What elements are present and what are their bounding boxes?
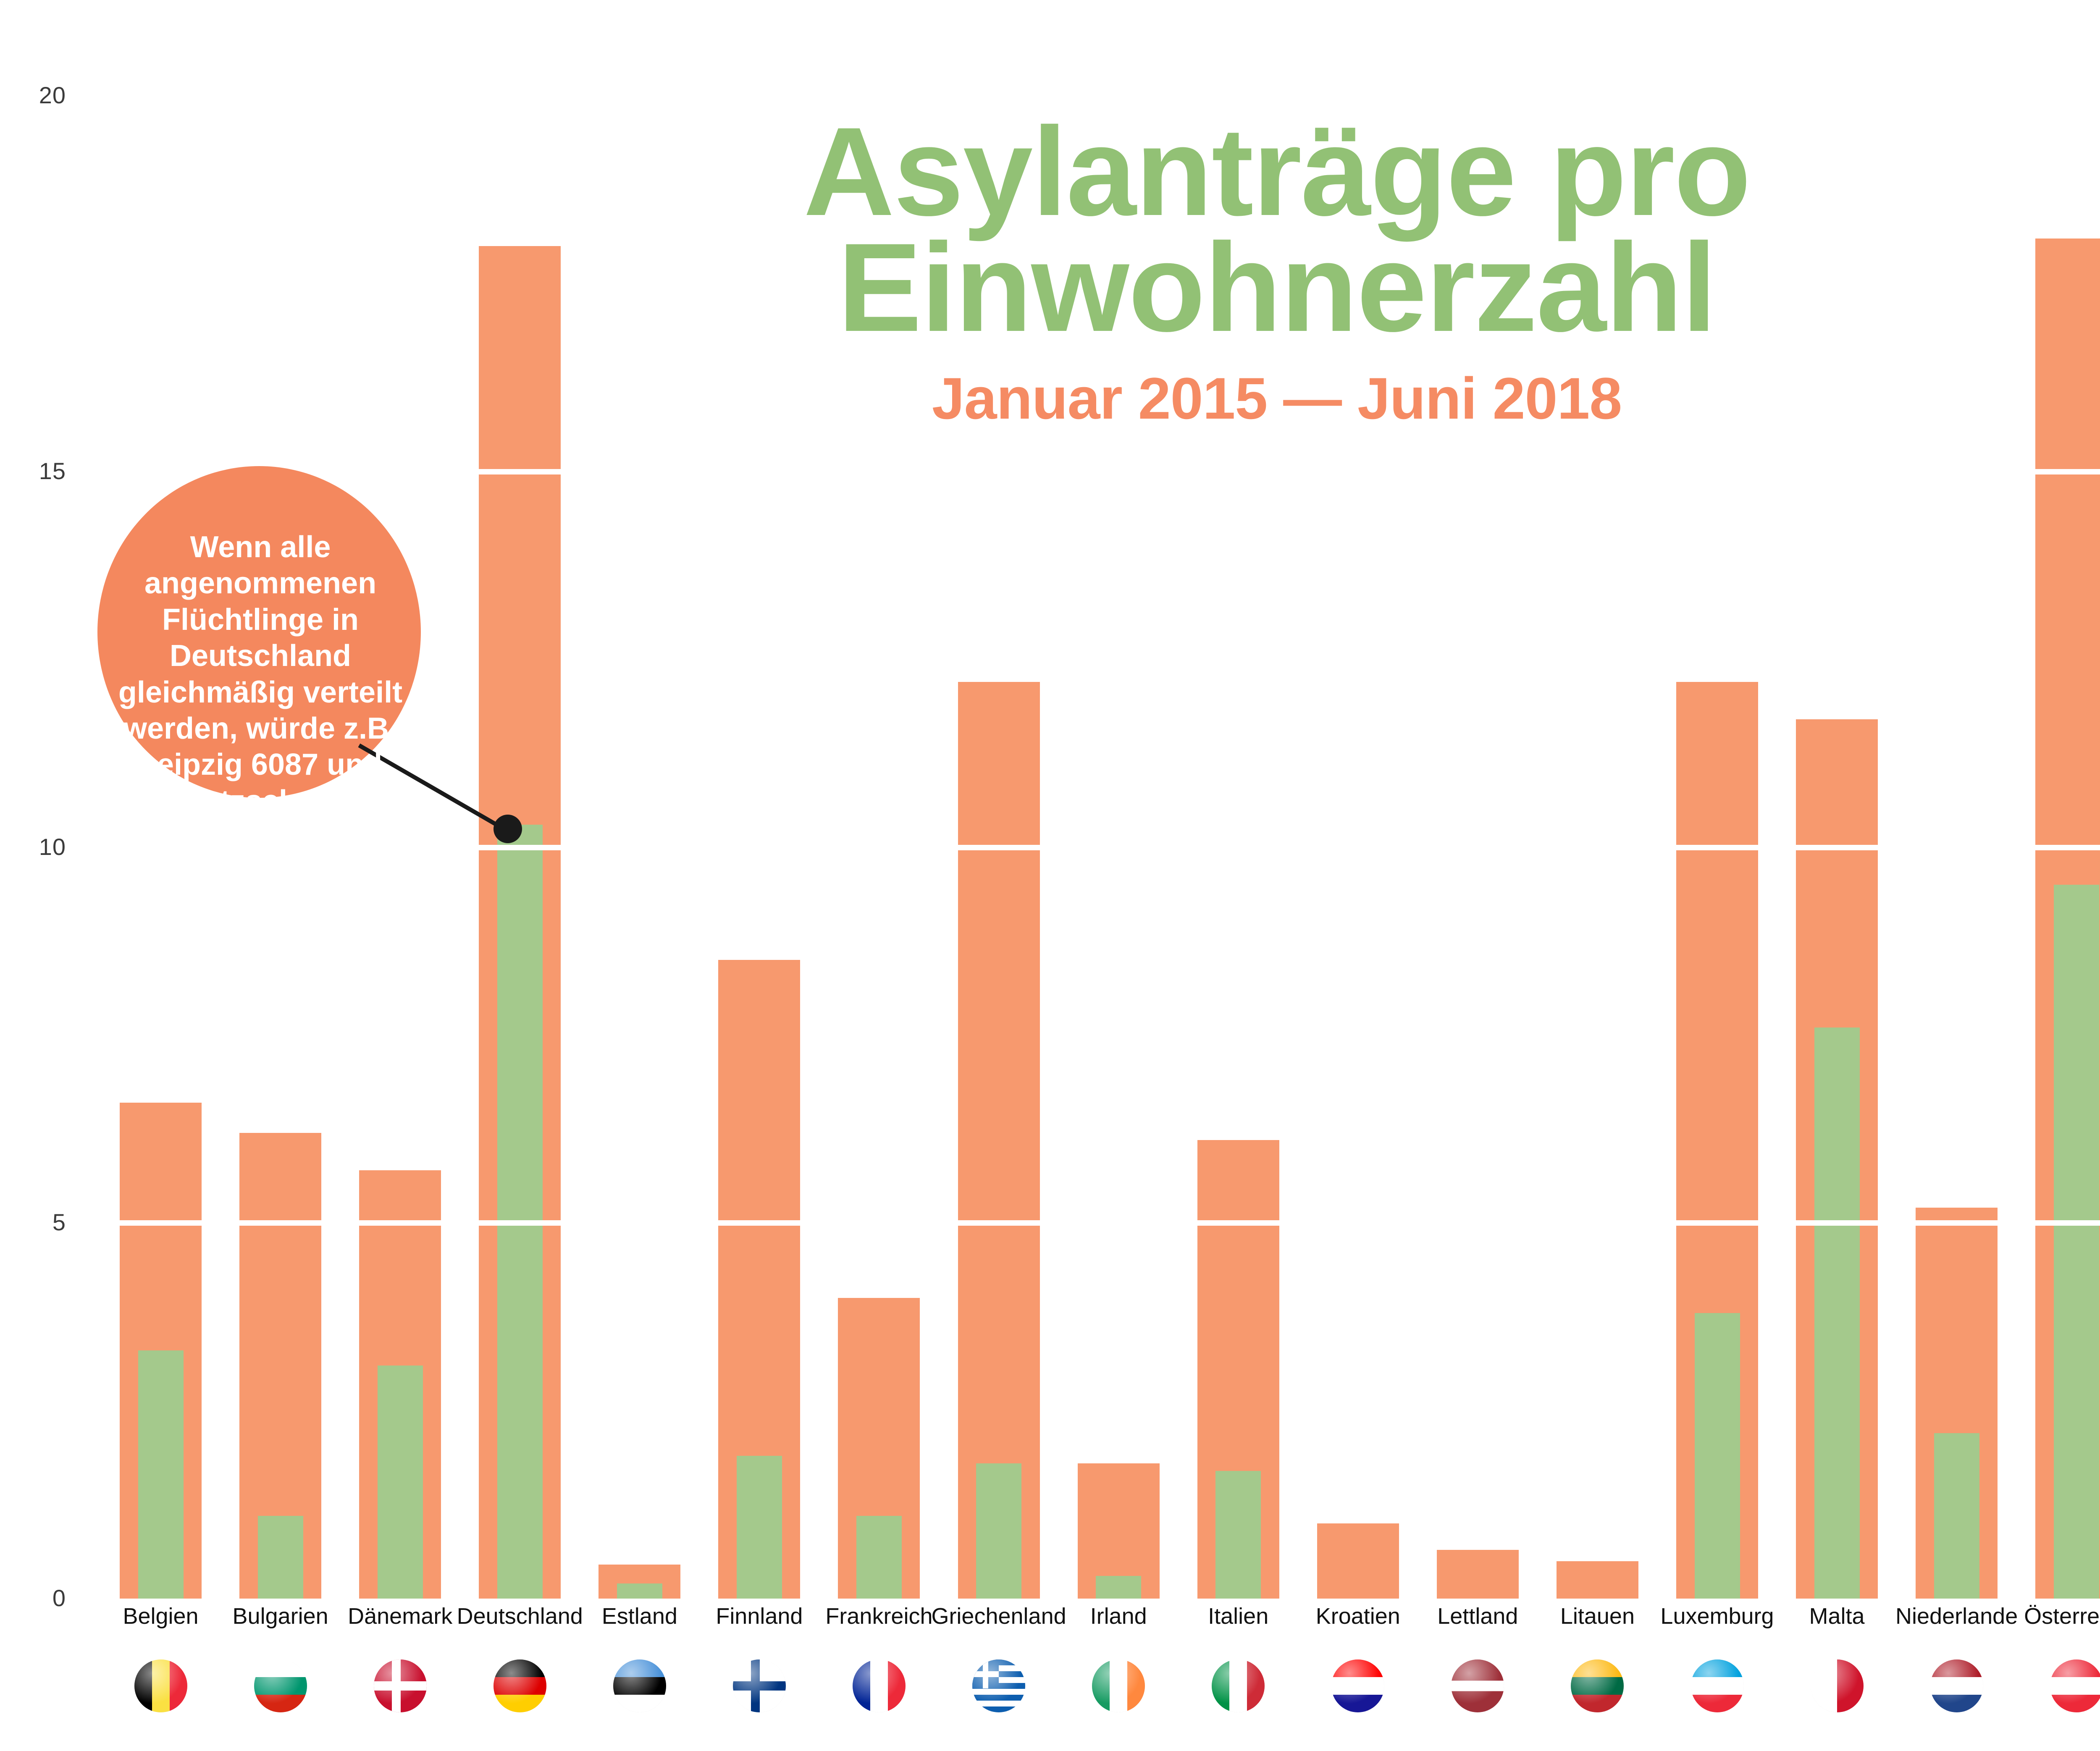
bar-applications (958, 682, 1040, 1599)
bar-accepted (138, 1350, 184, 1599)
annotation-text: Wenn alle angenommenen Flüchtlinge in De… (118, 530, 403, 855)
x-axis-label: Bulgarien (232, 1604, 328, 1629)
bar-applications (1317, 1523, 1399, 1599)
bar-accepted (497, 824, 543, 1599)
flag-icon (1092, 1659, 1145, 1712)
bar-group (598, 1565, 681, 1599)
x-axis-label: Estland (601, 1604, 677, 1629)
title-line-a: Asylanträge pro (803, 101, 1751, 242)
flag-icon (254, 1659, 307, 1712)
x-axis-label: Österreich (2024, 1604, 2100, 1629)
bar-accepted (736, 1456, 782, 1599)
bar-group (239, 1132, 322, 1599)
x-axis-label: Deutschland (457, 1604, 583, 1629)
bar-group (838, 1298, 920, 1599)
y-tick-label: 10 (39, 833, 66, 860)
bar-group (1077, 1463, 1160, 1599)
annotation-leader-dot (494, 815, 522, 843)
bar-accepted (377, 1366, 423, 1599)
chart-title-block: Asylanträge pro Einwohnerzahl Asylanträg… (739, 101, 1814, 433)
bar-group (1436, 1549, 1519, 1599)
page-title: Asylanträge pro Einwohnerzahl Asylanträg… (739, 101, 1814, 358)
title-line-b: Einwohnerzahl (837, 217, 1717, 358)
flag-icon (732, 1659, 786, 1712)
flag-icon (972, 1659, 1026, 1712)
bar-group (958, 682, 1040, 1599)
bar-group (1796, 719, 1878, 1599)
bar-accepted (856, 1516, 902, 1599)
bar-accepted (617, 1583, 662, 1599)
bar-group (120, 1102, 202, 1599)
x-axis-label: Irland (1090, 1604, 1147, 1629)
y-tick-label: 20 (39, 82, 66, 108)
flag-icon (1451, 1659, 1504, 1712)
bar-group (359, 1170, 441, 1599)
flag-icon (852, 1659, 906, 1712)
gridline-20 (101, 93, 2100, 99)
chart-subtitle: Januar 2015 — Juni 2018 (932, 365, 1622, 431)
bar-applications (1077, 1463, 1160, 1599)
flag-icon (1212, 1659, 1265, 1712)
bar-accepted (1814, 1027, 1860, 1599)
x-axis-label: Italien (1208, 1604, 1269, 1629)
flag-icon (1810, 1659, 1864, 1712)
bar-group (1916, 1208, 1998, 1599)
bar-group (718, 959, 801, 1599)
bar-group (2035, 239, 2100, 1599)
bar-group (1556, 1561, 1638, 1599)
flag-icon (1571, 1659, 1624, 1712)
bar-accepted (1934, 1433, 1979, 1599)
bar-group (1676, 682, 1758, 1599)
x-axis-label: Dänemark (348, 1604, 453, 1629)
bar-applications (1436, 1549, 1519, 1599)
bar-accepted (1215, 1471, 1261, 1599)
flag-icon (373, 1659, 427, 1712)
bar-accepted (2053, 884, 2099, 1599)
gridline-15 (101, 469, 2100, 474)
flag-icon (1690, 1659, 1744, 1712)
x-axis-label: Belgien (123, 1604, 199, 1629)
x-axis-label: Niederlande (1895, 1604, 2018, 1629)
gridline-10 (101, 844, 2100, 850)
annotation-bubble (97, 466, 421, 798)
x-axis-label: Finnland (716, 1604, 803, 1629)
bar-accepted (976, 1463, 1022, 1599)
y-tick-label: 15 (39, 457, 66, 484)
y-tick-label: 0 (52, 1585, 66, 1611)
bar-group (1317, 1523, 1399, 1599)
x-axis-label: Lettland (1437, 1604, 1518, 1629)
flag-icon (1930, 1659, 1983, 1712)
flag-icon (613, 1659, 666, 1712)
flag-icon (2050, 1659, 2100, 1712)
flag-icon (134, 1659, 187, 1712)
x-axis-label: Griechenland (931, 1604, 1066, 1629)
x-axis-label: Kroatien (1315, 1604, 1400, 1629)
y-tick-label: 5 (52, 1209, 66, 1236)
bar-accepted (257, 1516, 303, 1599)
bar-accepted (1694, 1313, 1740, 1599)
x-axis-label: Litauen (1560, 1604, 1635, 1629)
flag-icon (493, 1659, 546, 1712)
bar-group (1197, 1140, 1279, 1599)
bar-applications (1556, 1561, 1638, 1599)
flag-icon (1331, 1659, 1385, 1712)
x-axis-label: Luxemburg (1660, 1604, 1774, 1629)
x-axis-label: Frankreich (825, 1604, 933, 1629)
x-axis-label: Malta (1809, 1604, 1865, 1629)
bar-accepted (1096, 1576, 1142, 1599)
gridline-5 (101, 1220, 2100, 1226)
bar-group (479, 246, 561, 1599)
